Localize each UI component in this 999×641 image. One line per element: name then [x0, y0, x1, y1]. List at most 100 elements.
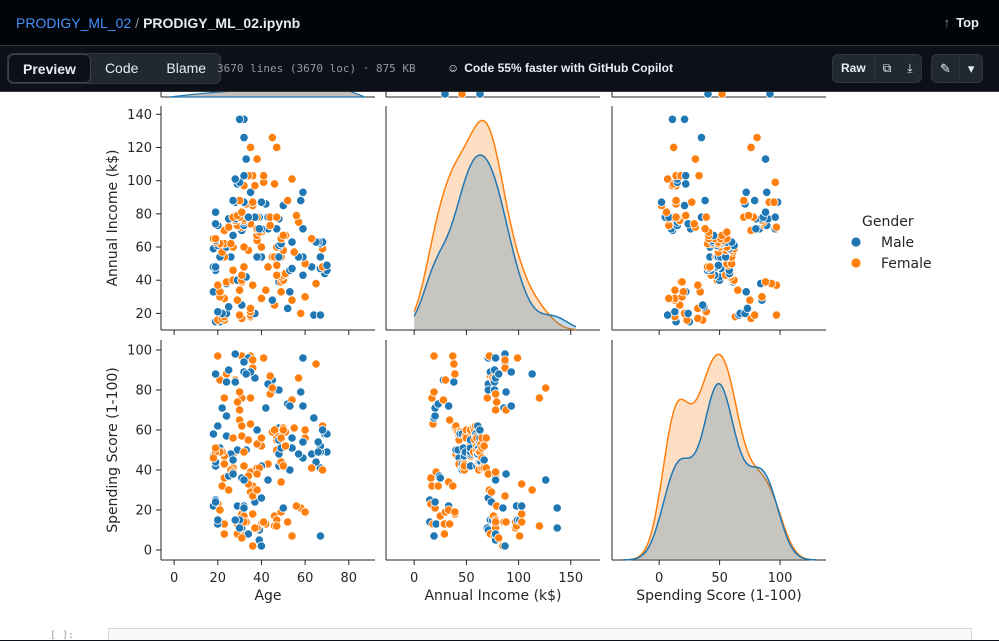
scatter-point: [770, 177, 780, 187]
copilot-promo[interactable]: ☺ Code 55% faster with GitHub Copilot: [447, 61, 673, 75]
scatter-point: [765, 92, 775, 99]
copy-icon[interactable]: ⧉: [882, 61, 892, 75]
legend-label-female: Female: [881, 256, 932, 272]
scatter-point: [287, 264, 297, 274]
scatter-point: [287, 174, 297, 184]
scatter-point: [517, 501, 527, 511]
scatter-point: [671, 195, 681, 206]
scatter-point: [248, 541, 258, 551]
x-tick-label: 50: [458, 571, 475, 586]
scatter-point: [256, 242, 267, 252]
scatter-point: [276, 433, 286, 443]
scatter-point: [694, 171, 704, 181]
scatter-point: [501, 517, 511, 527]
scatter-point: [259, 353, 269, 363]
breadcrumb-repo-link[interactable]: PRODIGY_ML_02: [16, 15, 132, 31]
scatter-point: [300, 292, 310, 302]
scatter-point: [300, 507, 310, 517]
scatter-point: [669, 142, 679, 153]
file-header: PRODIGY_ML_02/PRODIGY_ML_02.ipynb ↑ Top: [0, 0, 999, 46]
scatter-point: [681, 171, 691, 181]
tab-code[interactable]: Code: [104, 60, 139, 76]
code-cell[interactable]: [108, 628, 972, 640]
scatter-point: [317, 465, 328, 475]
y-axis-label: Annual Income (k$): [105, 149, 121, 286]
y-tick-label: 20: [135, 307, 152, 322]
scatter-point: [746, 142, 756, 153]
x-tick-label: 100: [506, 571, 531, 586]
pencil-icon[interactable]: ✎: [932, 55, 960, 82]
scatter-point: [278, 425, 288, 435]
scatter-point: [224, 222, 234, 232]
scatter-point: [285, 401, 295, 411]
scatter-point: [713, 260, 723, 270]
scatter-point: [298, 270, 308, 280]
kde-age-top: [169, 92, 366, 98]
scatter-point: [213, 421, 223, 431]
y-tick-label: 60: [135, 241, 152, 256]
x-tick-label: 50: [711, 571, 728, 586]
scatter-point: [689, 219, 699, 229]
scatter-point: [534, 393, 545, 403]
scatter-point: [771, 310, 782, 320]
scatter-point: [667, 114, 678, 124]
scatter-point: [239, 171, 249, 181]
scatter-point: [696, 132, 707, 143]
scatter-point: [239, 132, 249, 143]
tab-preview[interactable]: Preview: [8, 54, 91, 83]
scatter-point: [298, 224, 308, 234]
scatter-point: [237, 431, 247, 441]
x-tick-label: 100: [768, 571, 793, 586]
scatter-point: [245, 142, 256, 153]
scatter-point: [683, 308, 693, 319]
y-tick-label: 80: [135, 384, 152, 399]
breadcrumb-file: PRODIGY_ML_02.ipynb: [143, 15, 301, 31]
scatter-point: [541, 383, 551, 393]
scatter-point: [438, 395, 449, 405]
cell-prompt: [ ]:: [50, 630, 75, 641]
scatter-point: [293, 449, 304, 459]
scatter-point: [213, 351, 223, 361]
x-tick-label: 80: [341, 571, 358, 586]
scatter-point: [208, 453, 219, 463]
scatter-point: [298, 187, 308, 197]
scatter-point: [752, 132, 762, 143]
scatter-point: [298, 401, 308, 411]
scatter-point: [491, 405, 501, 415]
scatter-point: [494, 533, 504, 543]
top-label: Top: [956, 15, 979, 30]
scatter-point: [527, 485, 537, 495]
scatter-point: [448, 351, 458, 361]
scatter-point: [291, 501, 301, 511]
scatter-point: [252, 154, 262, 164]
scatter-point: [265, 371, 275, 381]
scatter-point: [285, 287, 295, 297]
chevron-down-icon[interactable]: ▾: [967, 61, 975, 76]
tab-blame[interactable]: Blame: [166, 60, 207, 76]
y-tick-label: 0: [144, 544, 152, 559]
scatter-point: [501, 469, 511, 479]
download-icon[interactable]: ⤓: [907, 61, 913, 75]
legend-marker-male: [850, 236, 862, 248]
x-tick-label: 60: [297, 571, 314, 586]
scatter-point: [232, 397, 243, 407]
scatter-point: [278, 461, 288, 471]
y-tick-label: 60: [135, 424, 152, 439]
scatter-point: [237, 421, 247, 431]
scatter-point: [491, 389, 501, 399]
kde-fill-female: [622, 354, 817, 560]
scatter-point: [433, 481, 443, 491]
raw-button[interactable]: Raw: [833, 55, 875, 82]
top-button[interactable]: ↑ Top: [944, 15, 979, 30]
breadcrumb-separator: /: [135, 15, 140, 31]
scatter-point: [491, 475, 501, 485]
x-tick-label: 0: [655, 571, 663, 586]
scatter-point: [757, 292, 767, 302]
scatter-point: [677, 277, 687, 287]
scatter-point: [287, 531, 297, 541]
scatter-point: [760, 207, 771, 217]
scatter-point: [671, 212, 681, 222]
scatter-point: [762, 187, 772, 197]
scatter-point: [296, 195, 306, 206]
scatter-point: [259, 171, 269, 181]
